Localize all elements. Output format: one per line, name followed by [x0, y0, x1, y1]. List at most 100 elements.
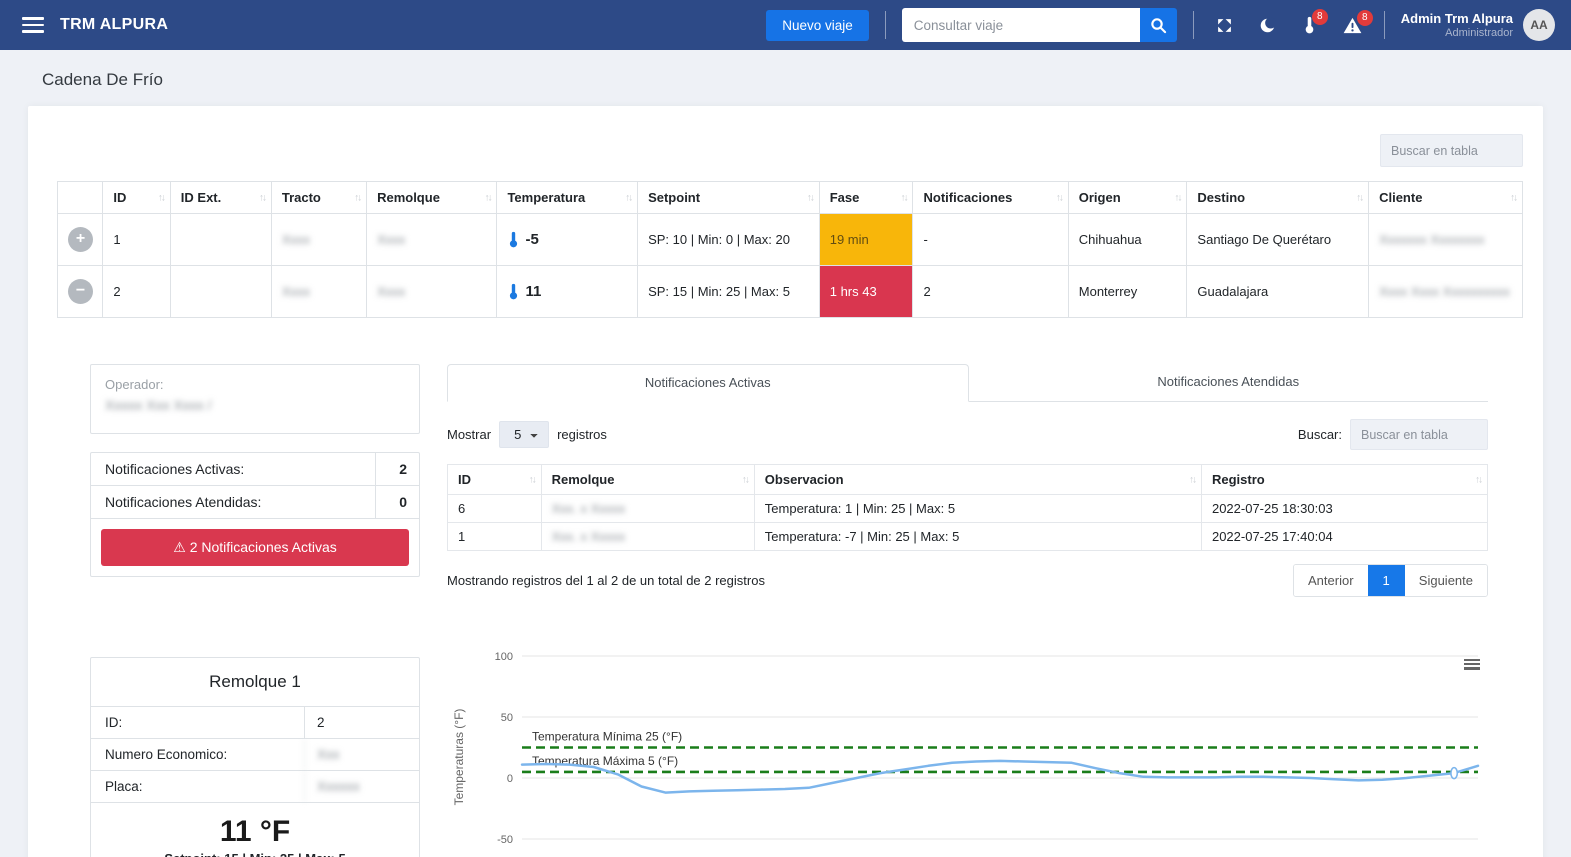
- expand-row-button[interactable]: +: [68, 227, 93, 252]
- column-expand: [58, 182, 103, 214]
- cell-origen: Chihuahua: [1068, 214, 1187, 266]
- sort-icon: ↑↓: [1356, 192, 1362, 203]
- cell-observacion: Temperatura: 1 | Min: 25 | Max: 5: [754, 495, 1201, 523]
- new-trip-button[interactable]: Nuevo viaje: [766, 10, 869, 41]
- row-detail-section: Operador: Xxxxx Xxx Xxxx / Notificacione…: [90, 364, 1488, 597]
- notifications-table-controls: Mostrar 5 registros Buscar:: [447, 419, 1488, 450]
- bottom-section: Remolque 1 ID: 2 Numero Economico: Xxx P…: [90, 657, 1488, 857]
- table-row: − 2 Xxxx Xxxx 11 SP: 15 | Min: 25 | Max:…: [58, 266, 1523, 318]
- thermometer-icon: [507, 283, 520, 300]
- active-notifications-alert-button[interactable]: ⚠ 2 Notificaciones Activas: [101, 529, 409, 566]
- records-info: Mostrando registros del 1 al 2 de un tot…: [447, 573, 765, 588]
- sort-icon: ↑↓: [1189, 474, 1195, 485]
- cell-cliente: Xxxx Xxxx Xxxxxxxxxx: [1369, 266, 1523, 318]
- sort-icon: ↑↓: [807, 192, 813, 203]
- tab-notificaciones-activas[interactable]: Notificaciones Activas: [447, 364, 969, 402]
- fullscreen-button[interactable]: [1216, 17, 1233, 34]
- cell-remolque: Xxx. x Xxxxx: [541, 523, 754, 551]
- cell-origen: Monterrey: [1068, 266, 1187, 318]
- detail-left-column: Operador: Xxxxx Xxx Xxxx / Notificacione…: [90, 364, 420, 597]
- cell-id: 1: [448, 523, 542, 551]
- column-tracto[interactable]: Tracto↑↓: [271, 182, 366, 214]
- cell-notificaciones: 2: [913, 266, 1068, 318]
- cell-setpoint: SP: 15 | Min: 25 | Max: 5: [638, 266, 820, 318]
- collapse-row-button[interactable]: −: [68, 279, 93, 304]
- pagination-next[interactable]: Siguiente: [1405, 565, 1487, 596]
- trip-search-input[interactable]: [902, 8, 1140, 42]
- attended-notifications-value: 0: [375, 486, 419, 518]
- column-remolque[interactable]: Remolque↑↓: [367, 182, 497, 214]
- column-destino[interactable]: Destino↑↓: [1187, 182, 1369, 214]
- main-card: ID↑↓ ID Ext.↑↓ Tracto↑↓ Remolque↑↓ Tempe…: [28, 106, 1543, 857]
- column-cliente[interactable]: Cliente↑↓: [1369, 182, 1523, 214]
- pagination-previous[interactable]: Anterior: [1294, 565, 1368, 596]
- cell-remolque: Xxxx: [367, 266, 497, 318]
- sort-icon: ↑↓: [1056, 192, 1062, 203]
- column-remolque[interactable]: Remolque↑↓: [541, 465, 754, 495]
- cell-notificaciones: -: [913, 214, 1068, 266]
- attended-notifications-label: Notificaciones Atendidas:: [91, 486, 375, 518]
- cell-id: 2: [103, 266, 170, 318]
- sort-icon: ↑↓: [158, 192, 164, 203]
- column-origen[interactable]: Origen↑↓: [1068, 182, 1187, 214]
- alert-badge: 8: [1357, 10, 1373, 26]
- dark-mode-button[interactable]: [1259, 17, 1276, 34]
- column-id-ext[interactable]: ID Ext.↑↓: [170, 182, 271, 214]
- navbar-divider: [1193, 11, 1194, 39]
- trips-table-header-row: ID↑↓ ID Ext.↑↓ Tracto↑↓ Remolque↑↓ Tempe…: [58, 182, 1523, 214]
- active-notifications-label: Notificaciones Activas:: [91, 453, 375, 485]
- notifications-tabs: Notificaciones Activas Notificaciones At…: [447, 364, 1488, 402]
- moon-icon: [1259, 17, 1276, 34]
- column-id[interactable]: ID↑↓: [448, 465, 542, 495]
- trips-table-search-input[interactable]: [1380, 134, 1523, 167]
- pagination-page-1[interactable]: 1: [1368, 565, 1405, 596]
- column-temperatura[interactable]: Temperatura↑↓: [497, 182, 638, 214]
- chart-menu-button[interactable]: [1464, 657, 1480, 671]
- fullscreen-icon: [1216, 17, 1233, 34]
- svg-text:100: 100: [495, 651, 513, 663]
- sort-icon: ↑↓: [742, 474, 748, 485]
- sort-icon: ↑↓: [1174, 192, 1180, 203]
- remolque-numeco-value: Xxx: [304, 739, 419, 770]
- trips-table: ID↑↓ ID Ext.↑↓ Tracto↑↓ Remolque↑↓ Tempe…: [57, 181, 1523, 318]
- active-notifications-value: 2: [375, 453, 419, 485]
- cell-tracto: Xxxx: [271, 214, 366, 266]
- column-notificaciones[interactable]: Notificaciones↑↓: [913, 182, 1068, 214]
- temperature-notifications-button[interactable]: 8: [1302, 16, 1317, 34]
- tab-notificaciones-atendidas[interactable]: Notificaciones Atendidas: [969, 364, 1489, 401]
- svg-text:50: 50: [501, 712, 513, 724]
- remolque-numeco-row: Numero Economico: Xxx: [91, 739, 419, 771]
- remolque-card-title: Remolque 1: [91, 658, 419, 707]
- column-setpoint[interactable]: Setpoint↑↓: [638, 182, 820, 214]
- cell-temperatura: -5: [507, 231, 627, 248]
- avatar[interactable]: AA: [1523, 9, 1555, 41]
- remolque-temperature-block: 11 °F Setpoint: 15 | Min: 25 | Max: 5: [91, 803, 419, 857]
- column-fase[interactable]: Fase↑↓: [819, 182, 913, 214]
- sort-icon: ↑↓: [354, 192, 360, 203]
- page-size-select[interactable]: 5: [499, 421, 549, 448]
- sort-icon: ↑↓: [900, 192, 906, 203]
- notifications-search-input[interactable]: [1350, 419, 1488, 450]
- thermometer-icon: [507, 231, 520, 248]
- page-header: Cadena De Frío: [0, 50, 1571, 106]
- remolque-card: Remolque 1 ID: 2 Numero Economico: Xxx P…: [90, 657, 420, 857]
- operador-value: Xxxxx Xxx Xxxx /: [105, 397, 405, 413]
- attended-notifications-row: Notificaciones Atendidas: 0: [91, 486, 419, 519]
- column-observacion[interactable]: Observacion↑↓: [754, 465, 1201, 495]
- hamburger-menu-icon[interactable]: [22, 13, 44, 37]
- column-id[interactable]: ID↑↓: [103, 182, 170, 214]
- cell-temperatura: 11: [507, 283, 627, 300]
- remolque-placa-label: Placa:: [91, 771, 304, 802]
- remolque-placa-value: Xxxxxx: [304, 771, 419, 802]
- sort-icon: ↑↓: [259, 192, 265, 203]
- column-registro[interactable]: Registro↑↓: [1201, 465, 1487, 495]
- registros-label: registros: [557, 427, 607, 442]
- svg-text:-50: -50: [497, 834, 513, 846]
- navbar-icon-group: 8 8: [1216, 16, 1362, 34]
- alert-notifications-button[interactable]: 8: [1343, 17, 1362, 34]
- sort-icon: ↑↓: [529, 474, 535, 485]
- navbar-divider: [1384, 11, 1385, 39]
- remolque-id-value: 2: [304, 707, 419, 738]
- trip-search-button[interactable]: [1140, 8, 1177, 42]
- user-menu[interactable]: Admin Trm Alpura Administrador: [1401, 11, 1513, 39]
